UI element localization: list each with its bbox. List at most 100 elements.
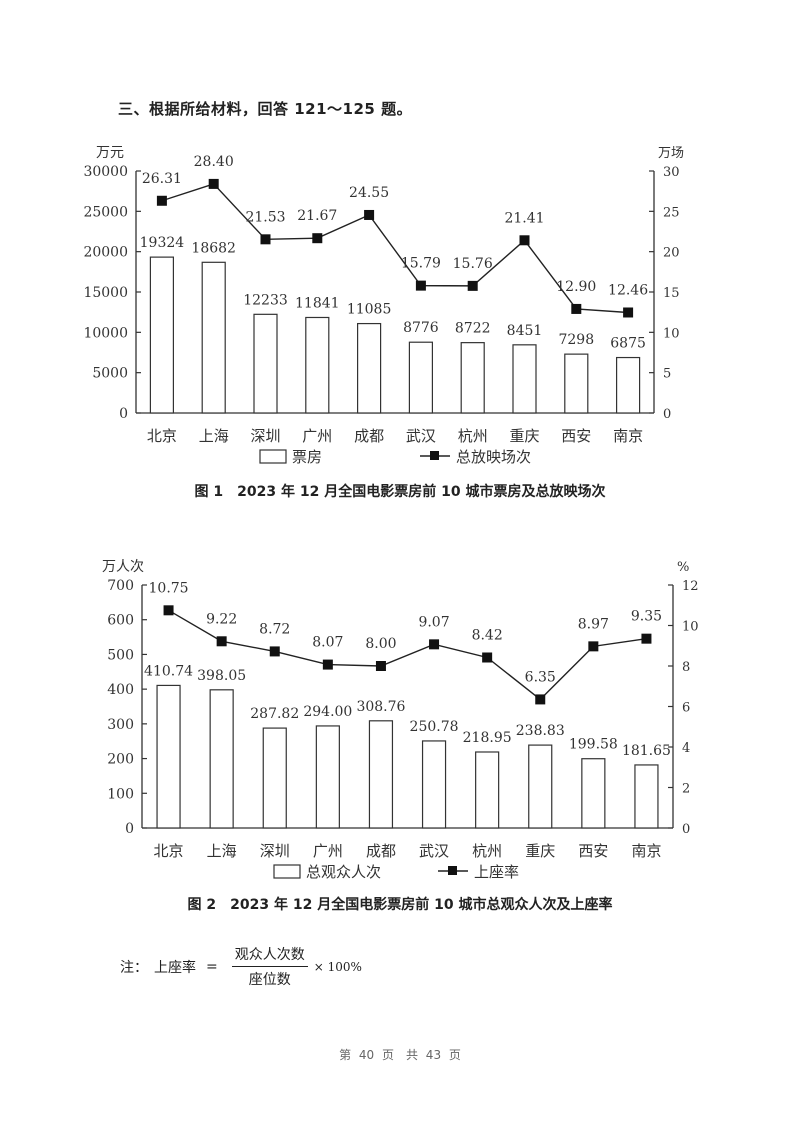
line-marker: [312, 233, 323, 244]
bar: [201, 261, 226, 414]
line-marker: [571, 303, 582, 314]
y-tick-label-right: 20: [663, 246, 680, 261]
line-marker: [208, 178, 219, 189]
x-category-label: 杭州: [472, 842, 502, 860]
line-marker: [535, 694, 546, 705]
bar: [460, 342, 485, 414]
line-value-label: 10.75: [149, 580, 189, 596]
y-axis-unit-right: %: [677, 560, 689, 575]
y-tick-label-left: 200: [107, 752, 134, 768]
line-marker: [375, 661, 386, 671]
y-tick-label-right: 10: [663, 326, 680, 341]
x-category-label: 广州: [302, 427, 332, 445]
y-tick-label-left: 400: [107, 682, 134, 698]
line-marker: [519, 235, 530, 246]
line-value-label: 8.07: [312, 635, 343, 651]
line-marker: [482, 652, 493, 663]
page-footer: 第 40 页 共 43 页: [339, 1048, 461, 1062]
line-value-label: 21.67: [297, 208, 337, 224]
y-tick-label-left: 500: [107, 647, 134, 663]
y-tick-label-right: 5: [663, 367, 671, 382]
line-value-label: 9.35: [631, 609, 662, 625]
line-marker: [641, 633, 652, 644]
line-value-label: 21.53: [245, 209, 285, 225]
x-category-label: 上海: [199, 427, 229, 445]
x-category-label: 重庆: [525, 842, 555, 860]
x-category-label: 南京: [631, 842, 661, 860]
x-category-label: 北京: [147, 427, 177, 445]
y-axis-unit-left: 万人次: [102, 559, 144, 575]
chart-1: 0 5000 10000 15000 20000 25000 30000 0 5 10 15 20 25…: [0, 130, 800, 475]
x-category-label: 广州: [313, 842, 343, 860]
legend-bar-swatch: [273, 864, 301, 879]
line-series: [161, 183, 629, 314]
line-value-label: 24.55: [349, 185, 389, 201]
x-category-label: 南京: [613, 427, 643, 445]
line-value-label: 9.07: [418, 614, 449, 630]
x-category-label: 杭州: [458, 427, 488, 445]
line-marker: [260, 234, 271, 245]
bar-value-label: 8451: [507, 323, 543, 339]
line-marker: [415, 280, 426, 291]
y-tick-label-right: 2: [682, 782, 690, 797]
bar-value-label: 218.95: [463, 730, 512, 746]
bar: [581, 758, 606, 829]
legend-line-label: 总放映场次: [456, 448, 531, 466]
line-marker: [156, 195, 167, 206]
y-tick-label-left: 30000: [83, 164, 128, 180]
y-tick-label-left: 300: [107, 717, 134, 733]
bar: [421, 740, 447, 829]
bar: [305, 316, 330, 414]
bar-value-label: 8722: [455, 321, 491, 337]
note-multiplier: × 100%: [313, 959, 362, 974]
line-marker: [322, 659, 333, 670]
line-value-label: 26.31: [142, 171, 182, 187]
line-marker: [163, 605, 174, 616]
y-tick-label-right: 25: [663, 205, 680, 220]
formula-note: 注： 上座率 = 观众人次数 座位数 × 100%: [120, 944, 362, 989]
bar-value-label: 8776: [403, 320, 439, 336]
note-numerator: 观众人次数: [231, 944, 308, 967]
y-tick-label-right: 6: [682, 701, 690, 716]
bar-value-label: 398.05: [197, 668, 246, 684]
bar: [408, 341, 433, 414]
bar-value-label: 18682: [191, 240, 236, 256]
y-tick-label-left: 0: [119, 406, 128, 422]
y-tick-label-left: 100: [107, 786, 134, 802]
bar: [615, 356, 641, 414]
line-value-label: 15.76: [453, 256, 493, 272]
bar: [528, 744, 553, 829]
bar-value-label: 410.74: [144, 663, 193, 679]
line-value-label: 15.79: [401, 256, 441, 272]
x-category-label: 武汉: [419, 842, 449, 860]
y-tick-label-left: 15000: [83, 285, 128, 301]
line-marker: [364, 209, 375, 220]
note-denominator: 座位数: [248, 972, 291, 988]
y-tick-label-right: 15: [663, 286, 680, 301]
line-marker: [269, 646, 280, 657]
legend-bar-label: 总观众人次: [306, 863, 381, 881]
y-tick-label-right: 4: [682, 741, 690, 756]
x-category-label: 成都: [366, 842, 396, 860]
x-category-label: 上海: [207, 842, 237, 860]
bar-value-label: 294.00: [303, 704, 352, 720]
y-axis-unit-left: 万元: [96, 145, 124, 161]
x-category-label: 深圳: [260, 842, 290, 860]
chart-2: 0 100 200 300 400 500 600 700 0 2 4 6 8 10 12 万人次% 410.7…: [0, 540, 800, 885]
bar-value-label: 238.83: [516, 723, 565, 739]
y-tick-label-left: 20000: [83, 245, 128, 261]
question-heading: 三、根据所给材料，回答 121～125 题。: [118, 100, 413, 118]
bar: [209, 689, 234, 829]
y-tick-label-right: 0: [682, 822, 690, 837]
bar: [262, 727, 287, 829]
y-tick-label-right: 30: [663, 165, 680, 180]
y-tick-label-left: 700: [107, 578, 134, 594]
line-value-label: 12.46: [608, 282, 648, 298]
line-value-label: 9.22: [206, 611, 237, 627]
line-marker: [588, 641, 599, 652]
bar-value-label: 7298: [558, 332, 594, 348]
bar-value-label: 287.82: [250, 706, 299, 722]
line-marker: [429, 639, 440, 650]
x-category-label: 西安: [578, 842, 608, 860]
y-tick-label-left: 25000: [83, 204, 128, 220]
